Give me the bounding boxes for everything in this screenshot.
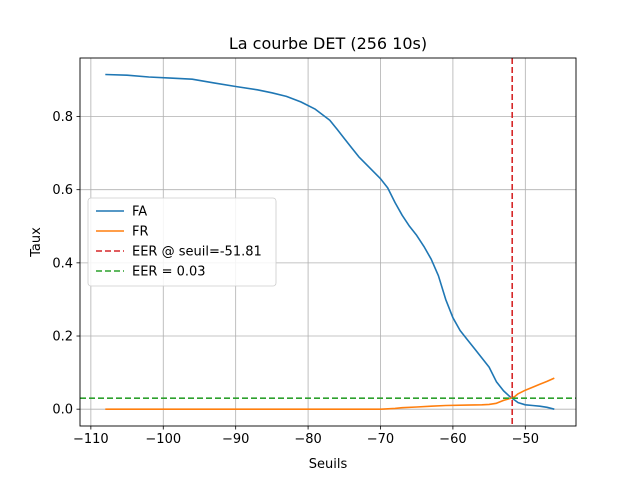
y-tick-label: 0.8 bbox=[52, 110, 73, 125]
y-axis-title: Taux bbox=[29, 227, 44, 258]
x-tick-label: −50 bbox=[512, 432, 539, 447]
legend-label: EER = 0.03 bbox=[132, 265, 206, 280]
y-tick-label: 0.6 bbox=[52, 183, 73, 198]
x-tick-label: −70 bbox=[367, 432, 394, 447]
x-tick-label: −60 bbox=[439, 432, 466, 447]
chart-title: La courbe DET (256 10s) bbox=[229, 34, 427, 53]
x-tick-label: −80 bbox=[294, 432, 321, 447]
x-tick-label: −100 bbox=[145, 432, 181, 447]
y-tick-label: 0.4 bbox=[52, 256, 73, 271]
x-tick-label: −90 bbox=[222, 432, 249, 447]
plot-area bbox=[80, 58, 576, 426]
x-tick-label: −110 bbox=[73, 432, 109, 447]
y-tick-label: 0.2 bbox=[52, 330, 73, 345]
series-line-0 bbox=[105, 73, 555, 410]
series-line-1 bbox=[105, 377, 555, 411]
legend-label: FR bbox=[132, 225, 149, 240]
legend: FA FR EER @ seuil=-51.81 EER = 0.03 bbox=[87, 197, 277, 287]
legend-label: EER @ seuil=-51.81 bbox=[132, 245, 262, 260]
legend-label: FA bbox=[132, 205, 147, 220]
x-axis-title: Seuils bbox=[309, 457, 348, 472]
axes-frame bbox=[79, 57, 577, 427]
y-tick-label: 0.0 bbox=[52, 403, 73, 418]
ticks: −110 −100 −90 −80 −70 −60 −50 0.0 0.2 0.4 0.6 0.8 bbox=[52, 110, 539, 447]
legend-box bbox=[87, 197, 277, 287]
